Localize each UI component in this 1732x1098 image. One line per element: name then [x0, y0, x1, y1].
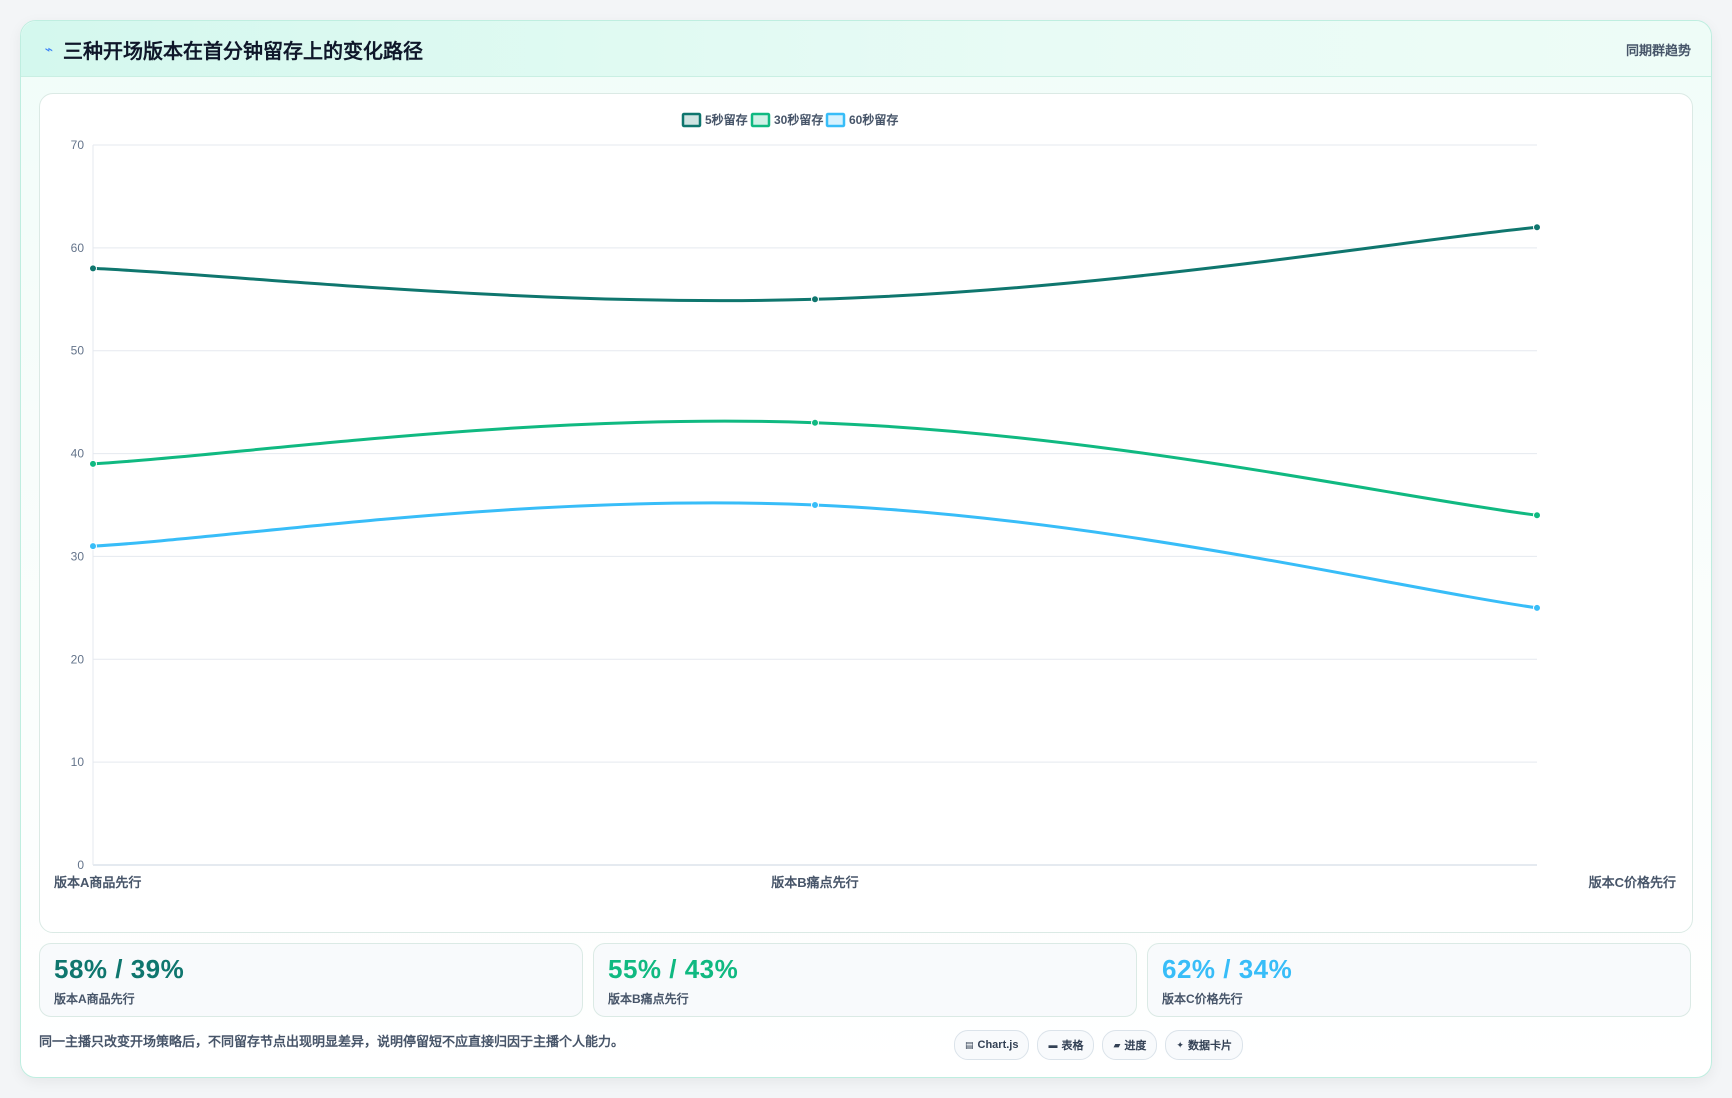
y-tick-label: 0	[77, 858, 84, 872]
stat-label: 版本B痛点先行	[608, 992, 689, 1006]
stat-value: 62% / 34%	[1162, 954, 1293, 984]
line-chart: 0 10 20 30 40 50 60 70 版本A商品先行 版本B痛点先行 版本C价格先行 5秒留存…	[54, 112, 1676, 890]
data-point	[89, 264, 97, 273]
tag-label: Chart.js	[977, 1039, 1019, 1051]
tag-chartjs[interactable]: ▤ Chart.js	[954, 1030, 1030, 1060]
x-tick-label: 版本B痛点先行	[771, 875, 858, 890]
stat-card-c: 62% / 34% 版本C价格先行	[1147, 943, 1691, 1017]
tech-tags: ▤ Chart.js ▬ 表格 ▰ 进度 ✦ 数据卡片	[954, 1030, 1243, 1060]
data-point	[811, 295, 819, 304]
y-tick-label: 10	[71, 755, 85, 769]
legend-swatch	[681, 112, 702, 128]
tag-label: 表格	[1061, 1040, 1084, 1052]
stat-value: 58% / 39%	[54, 954, 185, 984]
x-tick-label: 版本C价格先行	[1589, 875, 1676, 890]
y-tick-label: 60	[71, 241, 85, 255]
stat-label: 版本A商品先行	[54, 992, 135, 1006]
stat-value: 55% / 43%	[608, 954, 739, 984]
tag-label: 进度	[1124, 1040, 1147, 1052]
y-tick-label: 40	[71, 447, 85, 461]
legend-label: 60秒留存	[849, 112, 898, 127]
legend-label: 30秒留存	[774, 112, 823, 127]
y-tick-label: 50	[71, 344, 85, 358]
series-line	[92, 225, 1538, 303]
stat-card-b: 55% / 43% 版本B痛点先行	[593, 943, 1137, 1017]
series-line	[92, 501, 1538, 610]
card-icon: ✦	[1176, 1039, 1184, 1050]
card-header: ⌁ 三种开场版本在首分钟留存上的变化路径 同期群趋势	[21, 21, 1711, 77]
data-point	[1533, 511, 1541, 520]
data-point	[811, 418, 819, 427]
tag-label: 数据卡片	[1187, 1040, 1232, 1052]
data-point	[89, 542, 97, 551]
stat-card-a: 58% / 39% 版本A商品先行	[39, 943, 583, 1017]
chart-icon: ▤	[965, 1039, 974, 1050]
legend-label: 5秒留存	[705, 112, 748, 127]
stat-label: 版本C价格先行	[1162, 992, 1243, 1006]
table-icon: ▬	[1048, 1040, 1058, 1050]
cohort-trend-label: 同期群趋势	[1625, 43, 1691, 58]
data-point	[1533, 603, 1541, 612]
progress-icon: ▰	[1113, 1039, 1121, 1050]
dashboard-card: ⌁ 三种开场版本在首分钟留存上的变化路径 同期群趋势 0 10 20 30 40 50 60…	[20, 20, 1712, 1078]
page-title: 三种开场版本在首分钟留存上的变化路径	[63, 41, 423, 63]
x-tick-label: 版本A商品先行	[54, 875, 141, 890]
footnote: 同一主播只改变开场策略后，不同留存节点出现明显差异，说明停留短不应直接归因于主播…	[39, 1034, 625, 1049]
data-point	[89, 459, 97, 468]
y-tick-label: 20	[71, 652, 85, 666]
tag-table[interactable]: ▬ 表格	[1037, 1030, 1095, 1060]
legend-swatch	[750, 112, 771, 128]
chart-panel: 0 10 20 30 40 50 60 70 版本A商品先行 版本B痛点先行 版本C价格先行 5秒留存…	[39, 93, 1693, 933]
y-tick-label: 70	[71, 138, 85, 152]
tag-data-card[interactable]: ✦ 数据卡片	[1165, 1030, 1243, 1060]
tag-progress[interactable]: ▰ 进度	[1102, 1030, 1158, 1060]
trend-icon: ⌁	[44, 41, 54, 57]
y-tick-label: 30	[71, 549, 85, 563]
data-point	[811, 501, 819, 509]
legend-swatch	[825, 112, 846, 128]
data-point	[1533, 223, 1541, 232]
